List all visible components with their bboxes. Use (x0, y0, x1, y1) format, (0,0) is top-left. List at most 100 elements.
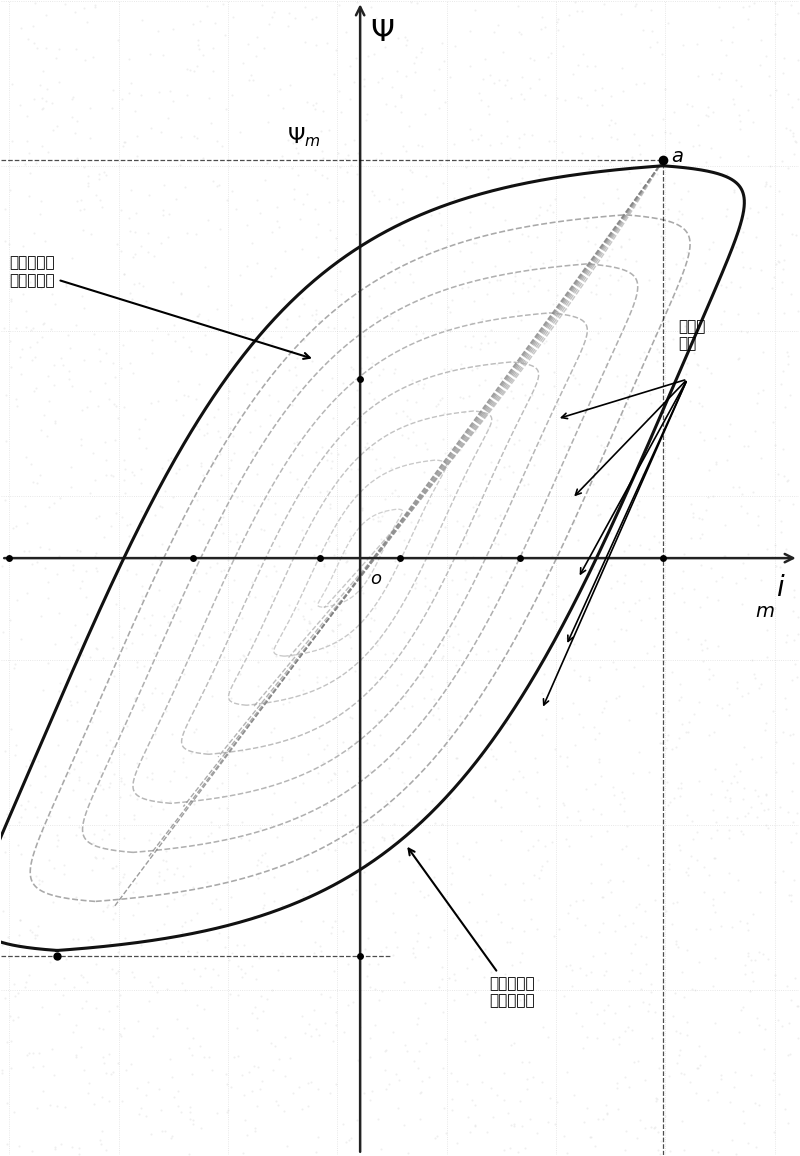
Point (676, 1112, 689, 1131)
Point (10, 591, 23, 609)
Point (602, 995, 615, 1014)
Point (539, 86, 552, 104)
Point (489, 792, 502, 810)
Point (305, 1027, 318, 1045)
Point (144, 973, 157, 992)
Point (268, 505, 281, 524)
Point (458, 1032, 471, 1051)
Point (403, 265, 416, 283)
Point (418, 462, 430, 481)
Point (194, 453, 207, 472)
Point (634, 349, 646, 368)
Point (467, 787, 480, 806)
Point (632, 1052, 645, 1070)
Point (409, 578, 422, 596)
Point (474, 706, 486, 725)
Point (570, 1005, 582, 1023)
Point (406, 422, 419, 440)
Point (102, 1092, 115, 1111)
Point (62, 763, 75, 781)
Point (379, 95, 392, 113)
Point (714, 1070, 727, 1089)
Point (352, 2, 365, 21)
Point (332, 191, 345, 209)
Point (398, 687, 411, 705)
Point (435, 34, 448, 52)
Point (495, 831, 508, 850)
Point (25, 454, 38, 473)
Point (415, 136, 428, 155)
Point (184, 342, 197, 361)
Point (501, 112, 514, 131)
Point (736, 243, 749, 261)
Point (773, 181, 786, 200)
Point (221, 191, 234, 209)
Point (769, 15, 782, 34)
Point (327, 637, 340, 655)
Point (330, 744, 343, 763)
Point (118, 829, 130, 847)
Point (77, 968, 90, 986)
Point (283, 462, 296, 481)
Point (676, 249, 689, 267)
Point (62, 808, 75, 827)
Point (282, 17, 294, 36)
Point (312, 764, 325, 783)
Point (137, 276, 150, 295)
Point (597, 914, 610, 933)
Point (583, 331, 596, 349)
Point (641, 644, 654, 662)
Point (686, 334, 699, 353)
Point (566, 365, 579, 384)
Point (707, 849, 720, 867)
Point (96, 1088, 109, 1106)
Point (705, 364, 718, 383)
Point (642, 540, 655, 558)
Point (65, 458, 78, 476)
Point (663, 1142, 676, 1156)
Point (90, 849, 102, 867)
Point (706, 890, 719, 909)
Point (515, 375, 528, 393)
Point (751, 516, 764, 534)
Point (102, 1044, 115, 1062)
Point (720, 279, 733, 297)
Point (708, 949, 721, 968)
Point (620, 372, 633, 391)
Point (204, 762, 217, 780)
Point (661, 772, 674, 791)
Point (788, 144, 800, 163)
Point (350, 225, 362, 244)
Point (446, 864, 458, 882)
Point (711, 637, 724, 655)
Point (194, 12, 207, 30)
Point (592, 269, 605, 288)
Point (180, 455, 193, 474)
Point (302, 1097, 315, 1116)
Point (487, 22, 500, 40)
Point (753, 598, 766, 616)
Point (97, 779, 110, 798)
Point (613, 906, 626, 925)
Point (786, 97, 798, 116)
Point (710, 1083, 723, 1102)
Point (33, 874, 46, 892)
Point (187, 1111, 200, 1129)
Point (38, 314, 51, 333)
Point (123, 514, 136, 533)
Point (433, 710, 446, 728)
Point (21, 1046, 34, 1065)
Point (376, 69, 389, 88)
Point (0, 936, 9, 955)
Point (785, 832, 798, 851)
Point (52, 682, 65, 701)
Point (459, 157, 472, 176)
Point (438, 361, 450, 379)
Point (454, 440, 466, 459)
Point (768, 536, 781, 555)
Point (168, 865, 181, 883)
Point (112, 962, 125, 980)
Point (570, 1, 583, 20)
Point (770, 762, 782, 780)
Point (766, 279, 778, 297)
